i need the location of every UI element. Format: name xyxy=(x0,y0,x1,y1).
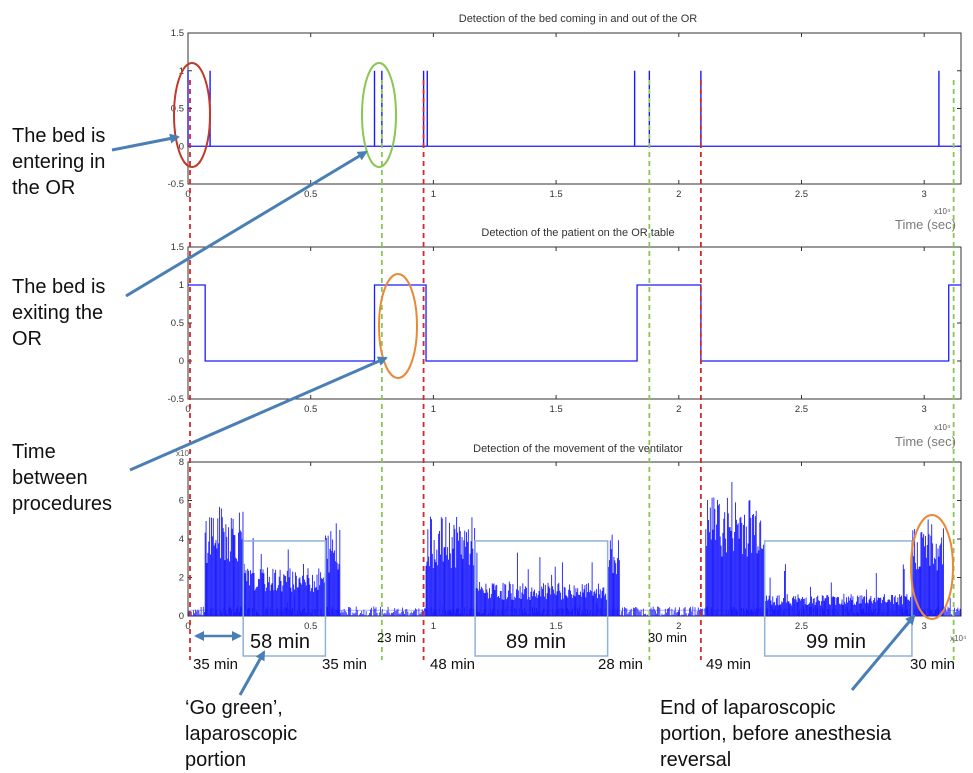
ellipse-end-laparoscopic xyxy=(910,514,954,620)
arrow-bed-entering xyxy=(111,133,180,152)
panel1-title: Detection of the bed coming in and out o… xyxy=(459,13,698,25)
annotation-end-laparoscopic: End of laparoscopic portion, before anes… xyxy=(660,697,897,771)
annotation-bed-entering: The bed is entering in the OR xyxy=(12,125,111,199)
x-tick-label: 0 xyxy=(185,621,190,632)
laparoscopic-box-2 xyxy=(474,540,609,657)
x-tick-label: 0.5 xyxy=(304,621,317,632)
y-tick-label: 0 xyxy=(179,611,184,622)
y-tick-label: 0 xyxy=(179,356,184,367)
annotation-go-green: ‘Go green’, laparoscopic portion xyxy=(185,697,303,771)
x-tick-label: 1.5 xyxy=(549,621,562,632)
bed-signal xyxy=(187,70,961,147)
x-tick-label: 0.5 xyxy=(304,404,317,415)
duration-label-3: 35 min xyxy=(322,656,367,673)
panel1-frame xyxy=(187,32,962,185)
panel3-y-multiplier: x10⁷ xyxy=(176,449,192,458)
patient-step-line xyxy=(188,284,961,362)
panel2-xlabel: Time (sec) xyxy=(895,434,956,449)
laparoscopic-boxes xyxy=(242,540,913,657)
laparoscopic-box-3 xyxy=(763,540,913,657)
panel3-x-multiplier: x10⁴ xyxy=(950,634,967,643)
arrow-bed-exiting xyxy=(125,150,368,298)
panel2-x-multiplier: x10⁴ xyxy=(934,423,951,432)
x-tick-label: 1 xyxy=(431,189,436,200)
ellipse-time-between xyxy=(378,273,418,379)
arrow-time-between xyxy=(129,356,388,472)
x-tick-label: 1.5 xyxy=(549,404,562,415)
x-tick-label: 2 xyxy=(676,621,681,632)
event-lines xyxy=(189,80,955,660)
duration-label-9: 49 min xyxy=(706,656,751,673)
x-tick-label: 2 xyxy=(676,404,681,415)
laparoscopic-box-1 xyxy=(242,540,327,657)
ventilator-signal xyxy=(188,482,961,616)
annotation-bed-exiting: The bed is exiting the OR xyxy=(12,276,111,350)
panel2-frame xyxy=(187,246,962,400)
y-tick-label: 0.5 xyxy=(171,318,184,329)
x-tick-label: 1.5 xyxy=(549,189,562,200)
x-tick-label: 0 xyxy=(185,404,190,415)
y-tick-label: 6 xyxy=(179,496,184,507)
x-tick-label: 3 xyxy=(922,621,927,632)
duration-label-2: 58 min xyxy=(250,631,310,653)
y-tick-label: 2 xyxy=(179,573,184,584)
panel3-title: Detection of the movement of the ventila… xyxy=(473,443,683,455)
duration-label-11: 30 min xyxy=(910,656,955,673)
x-tick-label: 2.5 xyxy=(795,404,808,415)
panel1-x-multiplier: x10⁴ xyxy=(934,207,951,216)
duration-label-4: 23 min xyxy=(377,630,416,645)
x-tick-label: 2.5 xyxy=(795,621,808,632)
y-tick-label: 1 xyxy=(179,280,184,291)
panel2-axes: 0 0.5 1 1.5 2 2.5 31.510.50-0.5 xyxy=(168,242,961,415)
x-tick-label: 1 xyxy=(431,404,436,415)
x-tick-label: 2.5 xyxy=(795,189,808,200)
y-tick-label: 8 xyxy=(179,457,184,468)
y-tick-label: -0.5 xyxy=(168,394,184,405)
y-tick-label: 1.5 xyxy=(171,28,184,39)
x-tick-label: 1 xyxy=(431,621,436,632)
duration-label-7: 28 min xyxy=(598,656,643,673)
y-tick-label: 0 xyxy=(179,141,184,152)
y-tick-label: 4 xyxy=(179,534,184,545)
patient-signal xyxy=(188,284,961,362)
arrow-go-green xyxy=(238,650,266,696)
arrow-end-laparoscopic xyxy=(850,614,916,691)
duration-label-10: 99 min xyxy=(806,631,866,653)
duration-label-1: 35 min xyxy=(193,656,238,673)
panel1-axes: 0 0.5 1 1.5 2 2.5 31.510.50-0.5 xyxy=(168,28,961,200)
duration-label-6: 89 min xyxy=(506,631,566,653)
duration-label-8: 30 min xyxy=(648,630,687,645)
ellipse-bed-entering xyxy=(173,62,211,168)
x-tick-label: 3 xyxy=(922,404,927,415)
x-tick-label: 0.5 xyxy=(304,189,317,200)
panel2-title: Detection of the patient on the OR table xyxy=(481,227,674,239)
panel1-xlabel: Time (sec) xyxy=(895,217,956,232)
annotation-time-between: Time between procedures xyxy=(12,441,112,515)
y-tick-label: 1.5 xyxy=(171,242,184,253)
x-tick-label: 3 xyxy=(922,189,927,200)
ellipse-bed-exiting xyxy=(361,62,397,168)
y-tick-label: 0.5 xyxy=(171,104,184,115)
x-tick-label: 0 xyxy=(185,189,190,200)
x-tick-label: 2 xyxy=(676,189,681,200)
duration-label-5: 48 min xyxy=(430,656,475,673)
y-tick-label: -0.5 xyxy=(168,179,184,190)
